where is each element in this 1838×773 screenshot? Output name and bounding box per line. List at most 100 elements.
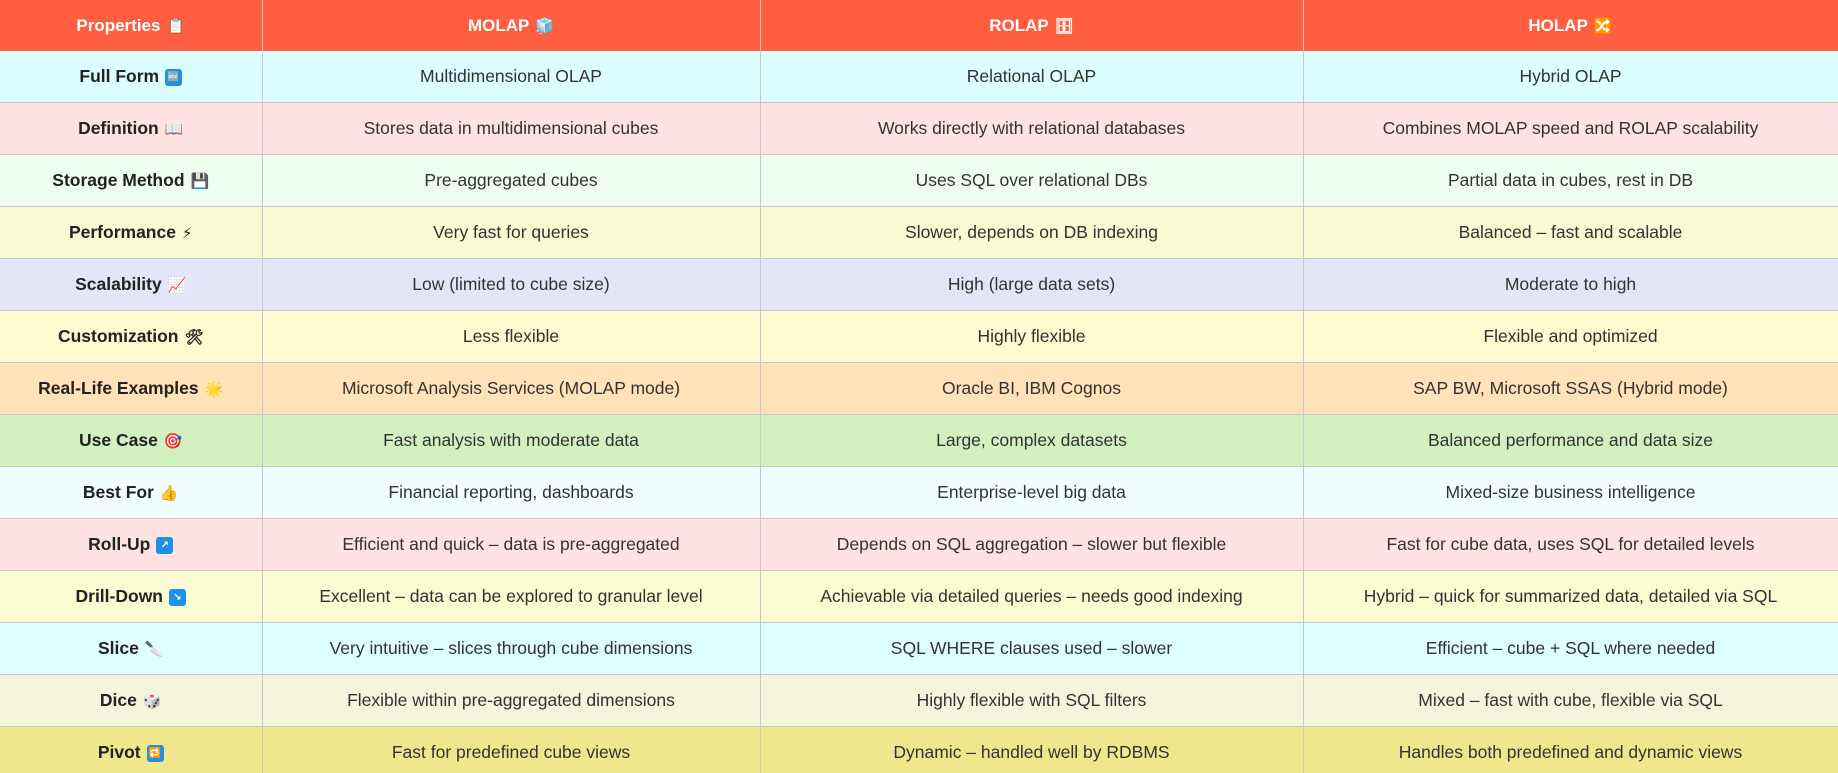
table-row: Drill-Down ↘ Excellent – data can be explo… xyxy=(0,570,1838,623)
table-row: Definition 📖 Stores data in multidimension… xyxy=(0,102,1838,155)
rolap-cell: Highly flexible with SQL filters xyxy=(760,674,1304,727)
property-label: Use Case xyxy=(79,430,158,450)
rolap-cell: Works directly with relational databases xyxy=(760,102,1304,155)
property-label: Pivot xyxy=(97,742,141,762)
rolap-cell: SQL WHERE clauses used – slower xyxy=(760,622,1304,675)
table-row: Storage Method 💾 Pre-aggregated cubes Uses … xyxy=(0,154,1838,207)
holap-cell: Hybrid OLAP xyxy=(1303,51,1838,103)
molap-cell: Flexible within pre-aggregated dimension… xyxy=(262,674,761,727)
property-label: Dice xyxy=(99,690,137,710)
property-cell: Dice 🎲 xyxy=(0,674,263,727)
property-cell: Real-Life Examples 🌟 xyxy=(0,362,263,415)
property-cell: Scalability 📈 xyxy=(0,258,263,311)
dice-icon: 🎲 xyxy=(142,693,162,710)
property-label: Full Form xyxy=(79,66,160,86)
holap-cell: Partial data in cubes, rest in DB xyxy=(1303,154,1838,207)
property-cell: Performance ⚡ xyxy=(0,206,263,259)
molap-cell: Excellent – data can be explored to gran… xyxy=(262,570,761,623)
molap-cell: Multidimensional OLAP xyxy=(262,51,761,103)
rolap-cell: Depends on SQL aggregation – slower but … xyxy=(760,518,1304,571)
rolap-cell: Dynamic – handled well by RDBMS xyxy=(760,726,1304,773)
table-row: Dice 🎲 Flexible within pre-aggregated dime… xyxy=(0,674,1838,727)
molap-cell: Microsoft Analysis Services (MOLAP mode) xyxy=(262,362,761,415)
property-cell: Customization 🛠 xyxy=(0,310,263,363)
molap-cell: Low (limited to cube size) xyxy=(262,258,761,311)
table-row: Performance ⚡ Very fast for queries Slower,… xyxy=(0,206,1838,259)
property-cell: Slice 🔪 xyxy=(0,622,263,675)
rolap-cell: Achievable via detailed queries – needs … xyxy=(760,570,1304,623)
molap-cell: Efficient and quick – data is pre-aggreg… xyxy=(262,518,761,571)
property-label: Roll-Up xyxy=(88,534,151,554)
property-cell: Best For 👍 xyxy=(0,466,263,519)
table-row: Roll-Up ↗ Efficient and quick – data is pr… xyxy=(0,518,1838,571)
property-cell: Full Form 🔤 xyxy=(0,51,263,103)
molap-cell: Very intuitive – slices through cube dim… xyxy=(262,622,761,675)
arrow-down-right-icon: ↘ xyxy=(169,588,186,606)
table-row: Best For 👍 Financial reporting, dashboards… xyxy=(0,466,1838,519)
table-row: Scalability 📈 Low (limited to cube size) Hi… xyxy=(0,258,1838,311)
table-row: Real-Life Examples 🌟 Microsoft Analysis Se… xyxy=(0,362,1838,415)
table-row: Customization 🛠 Less flexible Highly flexib… xyxy=(0,310,1838,363)
holap-cell: Balanced performance and data size xyxy=(1303,414,1838,467)
holap-cell: Efficient – cube + SQL where needed xyxy=(1303,622,1838,675)
header-rolap: ROLAP 🗄 xyxy=(760,0,1304,51)
header-rolap-label: ROLAP xyxy=(989,15,1049,35)
property-label: Real-Life Examples xyxy=(38,378,199,398)
header-properties: Properties 📋 xyxy=(0,0,263,51)
holap-cell: Handles both predefined and dynamic view… xyxy=(1303,726,1838,773)
holap-cell: SAP BW, Microsoft SSAS (Hybrid mode) xyxy=(1303,362,1838,415)
property-cell: Definition 📖 xyxy=(0,102,263,155)
header-row: Properties 📋 MOLAP 🧊 ROLAP 🗄 HOLAP 🔀 xyxy=(0,0,1838,51)
holap-cell: Mixed-size business intelligence xyxy=(1303,466,1838,519)
file-cabinet-icon: 🗄 xyxy=(1054,17,1074,35)
clipboard-icon: 📋 xyxy=(166,17,186,35)
rolap-cell: Uses SQL over relational DBs xyxy=(760,154,1304,207)
property-cell: Storage Method 💾 xyxy=(0,154,263,207)
molap-cell: Stores data in multidimensional cubes xyxy=(262,102,761,155)
property-cell: Roll-Up ↗ xyxy=(0,518,263,571)
rolap-cell: High (large data sets) xyxy=(760,258,1304,311)
header-holap: HOLAP 🔀 xyxy=(1303,0,1838,51)
molap-cell: Financial reporting, dashboards xyxy=(262,466,761,519)
holap-cell: Balanced – fast and scalable xyxy=(1303,206,1838,259)
tools-icon: 🛠 xyxy=(184,329,204,346)
property-label: Best For xyxy=(82,482,154,502)
property-label: Drill-Down xyxy=(75,586,164,606)
rolap-cell: Enterprise-level big data xyxy=(760,466,1304,519)
molap-cell: Less flexible xyxy=(262,310,761,363)
rolap-cell: Large, complex datasets xyxy=(760,414,1304,467)
header-molap-label: MOLAP xyxy=(467,15,530,35)
property-label: Scalability xyxy=(75,274,162,294)
thumbs-up-icon: 👍 xyxy=(159,485,179,502)
cube-icon: 🧊 xyxy=(535,17,555,35)
arrow-up-right-icon: ↗ xyxy=(156,536,174,554)
property-label: Slice xyxy=(97,638,139,658)
rolap-cell: Relational OLAP xyxy=(760,51,1304,103)
molap-cell: Fast analysis with moderate data xyxy=(262,414,761,467)
molap-cell: Very fast for queries xyxy=(262,206,761,259)
property-label: Customization xyxy=(57,326,179,346)
table-row: Pivot 🔁 Fast for predefined cube views Dyna… xyxy=(0,726,1838,773)
rolap-cell: Oracle BI, IBM Cognos xyxy=(760,362,1304,415)
holap-cell: Flexible and optimized xyxy=(1303,310,1838,363)
holap-cell: Moderate to high xyxy=(1303,258,1838,311)
target-icon: 🎯 xyxy=(163,433,183,450)
property-cell: Pivot 🔁 xyxy=(0,726,263,773)
molap-cell: Fast for predefined cube views xyxy=(262,726,761,773)
property-label: Definition xyxy=(78,118,159,138)
property-label: Storage Method xyxy=(52,170,185,190)
holap-cell: Hybrid – quick for summarized data, deta… xyxy=(1303,570,1838,623)
hybrid-icon: 🔀 xyxy=(1593,17,1613,35)
lightning-icon: ⚡ xyxy=(181,225,193,242)
property-label: Performance xyxy=(68,222,176,242)
chart-increasing-icon: 📈 xyxy=(167,277,187,294)
molap-cell: Pre-aggregated cubes xyxy=(262,154,761,207)
holap-cell: Fast for cube data, uses SQL for detaile… xyxy=(1303,518,1838,571)
rolap-cell: Slower, depends on DB indexing xyxy=(760,206,1304,259)
header-molap: MOLAP 🧊 xyxy=(262,0,761,51)
star-icon: 🌟 xyxy=(204,381,224,398)
property-cell: Use Case 🎯 xyxy=(0,414,263,467)
header-properties-label: Properties xyxy=(76,15,161,35)
abc-icon: 🔤 xyxy=(165,68,183,86)
